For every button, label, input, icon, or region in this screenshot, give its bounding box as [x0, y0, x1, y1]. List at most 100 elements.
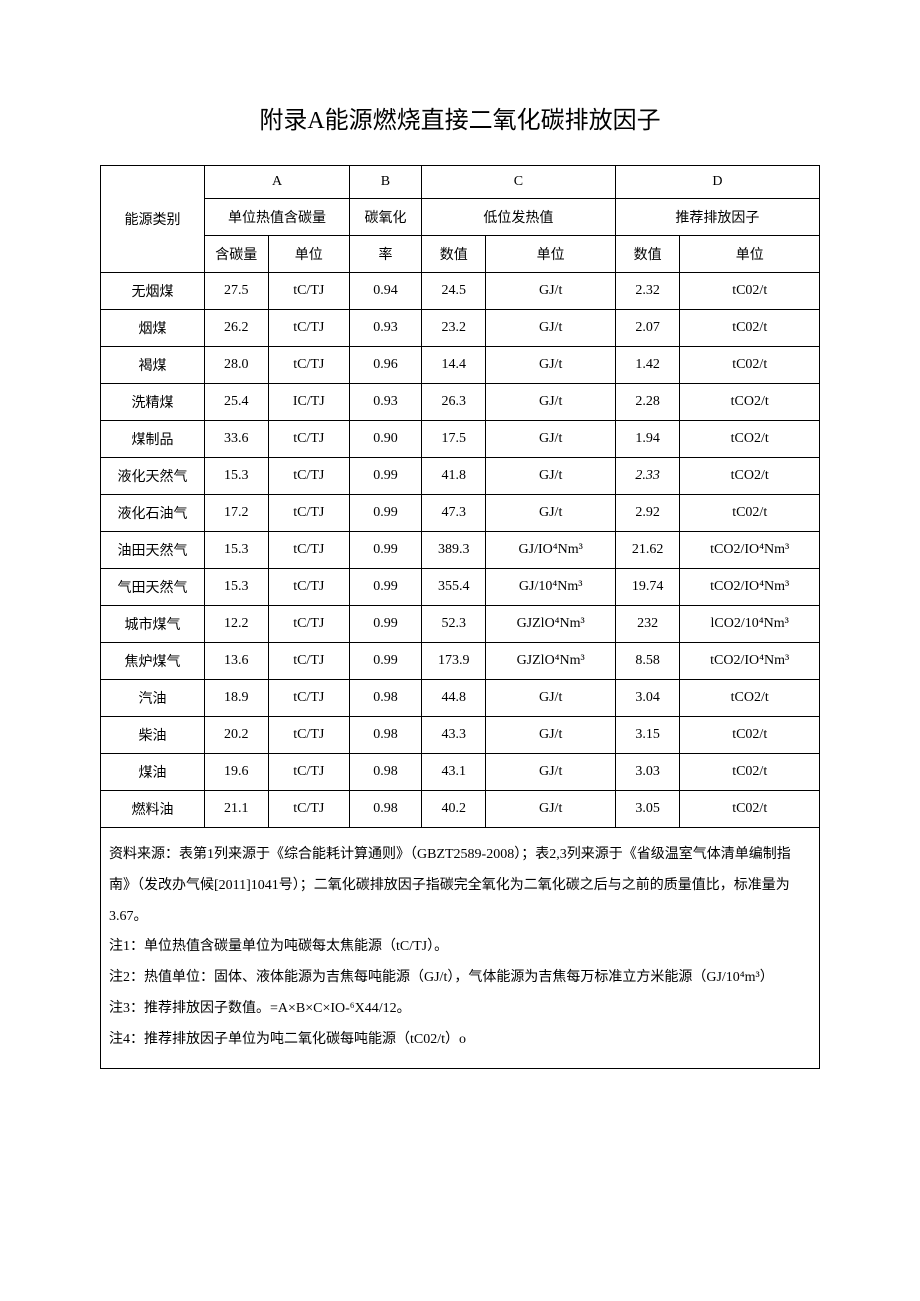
th-B-group: 碳氧化 — [350, 199, 422, 236]
cell-name: 煤制品 — [101, 421, 205, 458]
table-row: 液化石油气17.2tC/TJ0.9947.3GJ/t2.92tC02/t — [101, 495, 820, 532]
cell-b: 0.93 — [350, 310, 422, 347]
notes-row: 资料来源：表第1列来源于《综合能耗计算通则》（GBZT2589-2008）；表2… — [101, 828, 820, 1069]
cell-c2: GJ/10⁴Nm³ — [486, 569, 615, 606]
cell-b: 0.99 — [350, 458, 422, 495]
cell-name: 焦炉煤气 — [101, 643, 205, 680]
page-title: 附录A能源燃烧直接二氧化碳排放因子 — [100, 100, 820, 135]
cell-name: 褐煤 — [101, 347, 205, 384]
cell-c1: 14.4 — [421, 347, 486, 384]
table-row: 液化天然气15.3tC/TJ0.9941.8GJ/t2.33tCO2/t — [101, 458, 820, 495]
cell-a2: tC/TJ — [268, 347, 350, 384]
cell-a2: tC/TJ — [268, 421, 350, 458]
cell-d2: tC02/t — [680, 310, 820, 347]
cell-c2: GJZlO⁴Nm³ — [486, 643, 615, 680]
th-D-sub1: 数值 — [615, 236, 680, 273]
cell-d1: 2.32 — [615, 273, 680, 310]
cell-b: 0.98 — [350, 754, 422, 791]
th-B-letter: B — [350, 166, 422, 199]
cell-c1: 41.8 — [421, 458, 486, 495]
cell-b: 0.94 — [350, 273, 422, 310]
table-row: 焦炉煤气13.6tC/TJ0.99173.9GJZlO⁴Nm³8.58tCO2/… — [101, 643, 820, 680]
cell-d1: 3.03 — [615, 754, 680, 791]
cell-c2: GJ/t — [486, 717, 615, 754]
cell-d2: tC02/t — [680, 754, 820, 791]
cell-c1: 44.8 — [421, 680, 486, 717]
cell-c2: GJ/t — [486, 754, 615, 791]
cell-d2: tC02/t — [680, 791, 820, 828]
cell-d2: tCO2/t — [680, 458, 820, 495]
cell-name: 洗精煤 — [101, 384, 205, 421]
cell-a2: tC/TJ — [268, 495, 350, 532]
cell-a1: 15.3 — [205, 458, 268, 495]
th-C-group: 低位发热值 — [421, 199, 615, 236]
th-D-group: 推荐排放因子 — [615, 199, 819, 236]
cell-a2: tC/TJ — [268, 310, 350, 347]
cell-c1: 26.3 — [421, 384, 486, 421]
cell-c1: 43.1 — [421, 754, 486, 791]
table-row: 烟煤26.2tC/TJ0.9323.2GJ/t2.07tC02/t — [101, 310, 820, 347]
cell-name: 无烟煤 — [101, 273, 205, 310]
cell-b: 0.90 — [350, 421, 422, 458]
cell-b: 0.93 — [350, 384, 422, 421]
cell-name: 城市煤气 — [101, 606, 205, 643]
cell-name: 液化石油气 — [101, 495, 205, 532]
header-row-1: 能源类别 A B C D — [101, 166, 820, 199]
th-D-letter: D — [615, 166, 819, 199]
cell-d1: 3.04 — [615, 680, 680, 717]
cell-a2: tC/TJ — [268, 643, 350, 680]
cell-c2: GJ/t — [486, 495, 615, 532]
cell-name: 汽油 — [101, 680, 205, 717]
cell-b: 0.99 — [350, 532, 422, 569]
cell-a2: tC/TJ — [268, 273, 350, 310]
table-row: 煤油19.6tC/TJ0.9843.1GJ/t3.03tC02/t — [101, 754, 820, 791]
cell-a1: 15.3 — [205, 569, 268, 606]
cell-c1: 52.3 — [421, 606, 486, 643]
notes-n4: 注4：推荐排放因子单位为吨二氧化碳每吨能源（tC02/t）o — [109, 1025, 811, 1056]
table-row: 燃料油21.1tC/TJ0.9840.2GJ/t3.05tC02/t — [101, 791, 820, 828]
table-row: 气田天然气15.3tC/TJ0.99355.4GJ/10⁴Nm³19.74tCO… — [101, 569, 820, 606]
cell-c1: 40.2 — [421, 791, 486, 828]
table-row: 褐煤28.0tC/TJ0.9614.4GJ/t1.42tC02/t — [101, 347, 820, 384]
cell-a1: 13.6 — [205, 643, 268, 680]
notes-n1: 注1：单位热值含碳量单位为吨碳每太焦能源（tC/TJ）。 — [109, 932, 811, 963]
cell-a1: 27.5 — [205, 273, 268, 310]
table-row: 城市煤气12.2tC/TJ0.9952.3GJZlO⁴Nm³232lCO2/10… — [101, 606, 820, 643]
cell-name: 柴油 — [101, 717, 205, 754]
cell-d2: tC02/t — [680, 495, 820, 532]
table-row: 柴油20.2tC/TJ0.9843.3GJ/t3.15tC02/t — [101, 717, 820, 754]
cell-a1: 17.2 — [205, 495, 268, 532]
cell-a2: tC/TJ — [268, 532, 350, 569]
cell-b: 0.96 — [350, 347, 422, 384]
cell-d2: tCO2/IO⁴Nm³ — [680, 569, 820, 606]
th-C-sub1: 数值 — [421, 236, 486, 273]
notes-n3: 注3：推荐排放因子数值。=A×B×C×IO-⁶X44/12。 — [109, 994, 811, 1025]
table-row: 油田天然气15.3tC/TJ0.99389.3GJ/IO⁴Nm³21.62tCO… — [101, 532, 820, 569]
cell-b: 0.99 — [350, 495, 422, 532]
cell-a1: 28.0 — [205, 347, 268, 384]
th-C-letter: C — [421, 166, 615, 199]
cell-c1: 389.3 — [421, 532, 486, 569]
cell-c2: GJZlO⁴Nm³ — [486, 606, 615, 643]
cell-c2: GJ/t — [486, 310, 615, 347]
emission-factor-table: 能源类别 A B C D 单位热值含碳量 碳氧化 低位发热值 推荐排放因子 含碳… — [100, 165, 820, 1069]
cell-c2: GJ/t — [486, 384, 615, 421]
cell-c2: GJ/IO⁴Nm³ — [486, 532, 615, 569]
cell-name: 液化天然气 — [101, 458, 205, 495]
cell-d2: tC02/t — [680, 273, 820, 310]
cell-b: 0.99 — [350, 569, 422, 606]
cell-name: 气田天然气 — [101, 569, 205, 606]
cell-d1: 8.58 — [615, 643, 680, 680]
th-A-letter: A — [205, 166, 350, 199]
cell-a1: 25.4 — [205, 384, 268, 421]
cell-b: 0.98 — [350, 717, 422, 754]
cell-b: 0.98 — [350, 680, 422, 717]
cell-name: 燃料油 — [101, 791, 205, 828]
cell-c1: 173.9 — [421, 643, 486, 680]
cell-name: 烟煤 — [101, 310, 205, 347]
cell-c2: GJ/t — [486, 273, 615, 310]
cell-d2: lCO2/10⁴Nm³ — [680, 606, 820, 643]
cell-a1: 18.9 — [205, 680, 268, 717]
cell-c1: 355.4 — [421, 569, 486, 606]
cell-c2: GJ/t — [486, 347, 615, 384]
